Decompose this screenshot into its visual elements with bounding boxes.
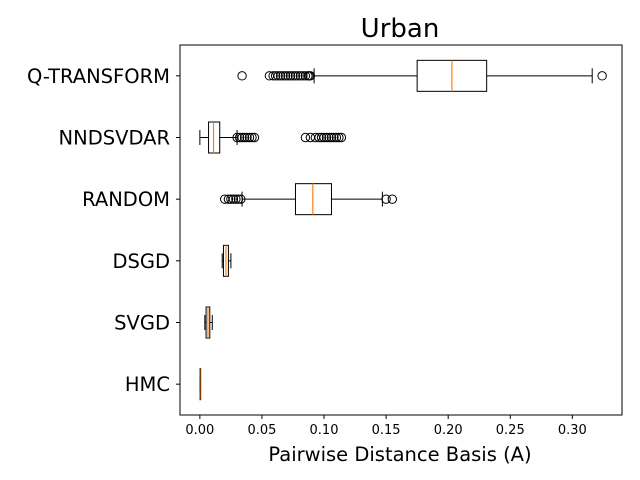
plot-area	[199, 59, 607, 401]
y-tick-label: RANDOM	[82, 188, 170, 211]
x-axis-label: Pairwise Distance Basis (A)	[268, 443, 531, 466]
outlier-point	[300, 71, 311, 81]
box-group	[219, 183, 398, 216]
outlier-point	[288, 71, 298, 81]
outlier-point	[236, 194, 246, 204]
y-tick-label: Q-TRANSFORM	[27, 65, 170, 88]
outlier-point	[290, 71, 301, 81]
outlier-point	[314, 132, 324, 143]
outlier-point	[321, 132, 332, 143]
y-tick-label: SVGD	[114, 312, 170, 335]
outlier-point	[283, 71, 293, 81]
outlier-point	[597, 71, 607, 81]
outlier-point	[268, 71, 278, 81]
outlier-point	[331, 132, 342, 143]
box-group	[199, 121, 347, 154]
outlier-point	[285, 71, 296, 81]
outlier-point	[324, 132, 334, 143]
outlier-point	[300, 132, 311, 143]
outlier-point	[234, 132, 245, 143]
outlier-point	[273, 71, 283, 81]
outlier-point	[293, 71, 303, 81]
outlier-point	[387, 194, 398, 204]
box-group	[221, 244, 232, 277]
outlier-point	[334, 132, 344, 143]
y-tick-label: HMC	[125, 373, 170, 396]
outlier-point	[244, 132, 255, 143]
x-tick-label: 0.25	[496, 423, 525, 438]
plot-frame	[179, 44, 623, 416]
box	[208, 121, 221, 154]
x-tick-label: 0.15	[372, 423, 401, 438]
x-tick-label: 0.00	[185, 423, 214, 438]
outlier-point	[249, 132, 260, 143]
outlier-point	[298, 71, 308, 81]
outlier-point	[270, 71, 281, 81]
outlier-point	[231, 194, 241, 204]
x-axis: 0.00 0.05 0.10 0.15 0.20 0.25 0.30	[185, 415, 587, 438]
outlier-point	[336, 132, 347, 143]
outlier-point	[275, 71, 286, 81]
outlier-point	[305, 71, 316, 81]
outlier-point	[233, 194, 244, 204]
outlier-point	[226, 194, 236, 204]
box-group	[199, 368, 202, 401]
chart-title: Urban	[361, 14, 440, 44]
outlier-point	[278, 71, 288, 81]
outlier-point	[237, 71, 247, 81]
y-tick-label: NNDSVDAR	[59, 127, 170, 150]
box-group	[237, 59, 607, 92]
outlier-point	[326, 132, 337, 143]
outlier-point	[381, 194, 391, 204]
outlier-point	[237, 132, 247, 143]
box-group	[204, 306, 213, 339]
x-tick-label: 0.10	[310, 423, 339, 438]
x-tick-label: 0.30	[558, 423, 587, 438]
outlier-point	[280, 71, 291, 81]
outlier-point	[316, 132, 327, 143]
x-tick-label: 0.20	[434, 423, 463, 438]
outlier-point	[223, 194, 234, 204]
outlier-point	[319, 132, 329, 143]
outlier-point	[329, 132, 339, 143]
y-axis: Q-TRANSFORM NNDSVDAR RANDOM DSGD SVGD HMC	[27, 65, 180, 396]
outlier-point	[239, 132, 250, 143]
outlier-point	[242, 132, 252, 143]
outlier-point	[232, 132, 242, 143]
box	[294, 183, 332, 216]
y-tick-label: DSGD	[112, 250, 170, 273]
outlier-point	[247, 132, 257, 143]
outlier-point	[228, 194, 239, 204]
x-tick-label: 0.05	[247, 423, 276, 438]
